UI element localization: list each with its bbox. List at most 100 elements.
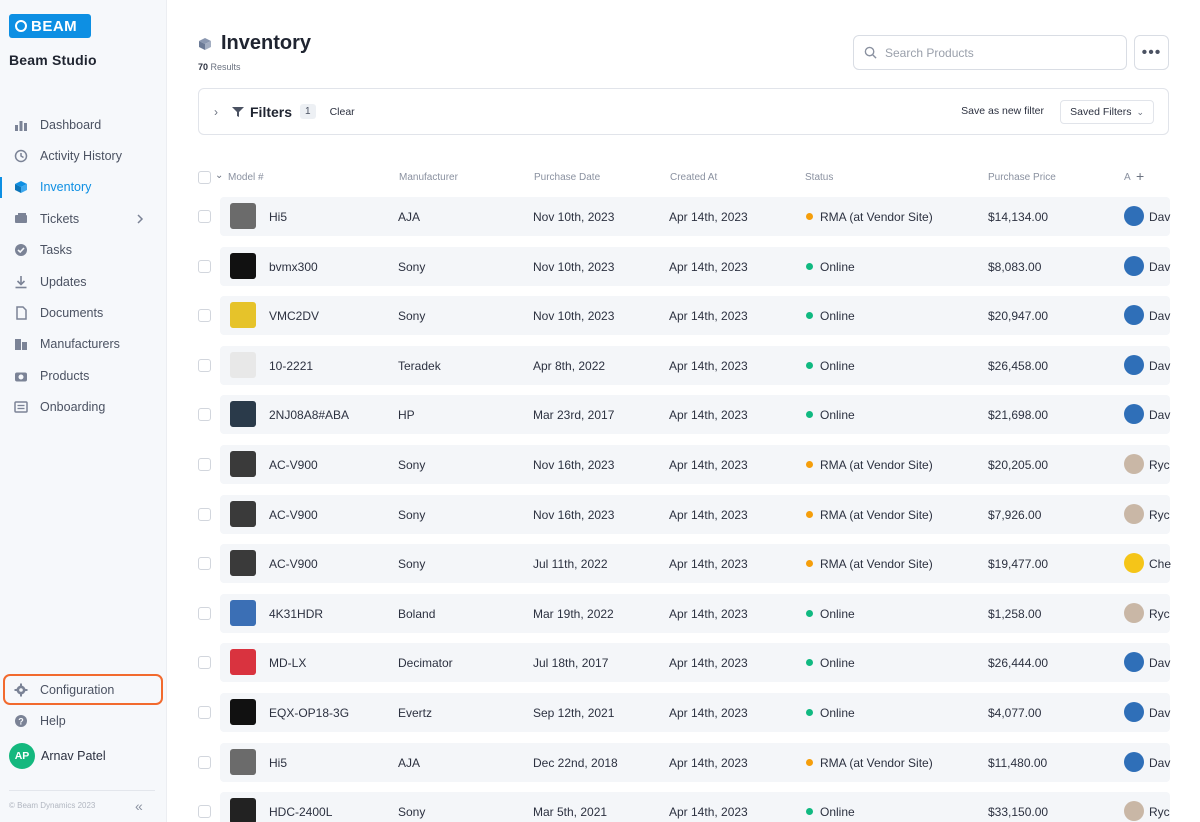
row-checkbox[interactable] <box>198 755 211 769</box>
beam-logo[interactable]: BEAM <box>9 14 91 38</box>
table-row[interactable]: 2NJ08A8#ABA HP Mar 23rd, 2017 Apr 14th, 202… <box>198 395 1200 445</box>
column-header[interactable]: Status <box>805 172 834 183</box>
chevron-right-icon <box>135 213 145 224</box>
cell-price: $4,077.00 <box>988 705 1042 720</box>
cell-assignee: Dav <box>1149 309 1171 324</box>
ticket-icon <box>14 212 28 226</box>
row-checkbox[interactable] <box>198 507 211 521</box>
sidebar-item-help[interactable]: ? Help <box>0 705 165 736</box>
column-header[interactable]: Created At <box>670 172 718 183</box>
download-icon <box>14 275 28 289</box>
user-name: Arnav Patel <box>41 749 106 763</box>
page-header: Inventory <box>198 32 311 55</box>
row-checkbox[interactable] <box>198 457 211 471</box>
column-header[interactable]: Purchase Date <box>534 172 601 183</box>
sidebar-item-label: Updates <box>40 274 87 289</box>
table-row[interactable]: EQX-OP18-3G Evertz Sep 12th, 2021 Apr 14th,… <box>198 692 1200 743</box>
row-checkbox[interactable] <box>198 805 211 819</box>
cell-status: Online <box>820 705 855 720</box>
column-header[interactable]: A <box>1124 172 1131 183</box>
sidebar-item-tickets[interactable]: Tickets <box>0 203 165 234</box>
svg-text:?: ? <box>18 716 24 726</box>
logo-icon <box>15 20 27 32</box>
cell-created-at: Apr 14th, 2023 <box>669 705 748 720</box>
cell-purchase-date: Jul 18th, 2017 <box>533 656 609 671</box>
column-header[interactable]: Manufacturer <box>399 172 458 183</box>
row-checkbox[interactable] <box>198 210 211 223</box>
cell-created-at: Apr 14th, 2023 <box>669 259 748 274</box>
table-row[interactable]: AC-V900 Sony Jul 11th, 2022 Apr 14th, 2023 R… <box>198 544 1200 594</box>
user-profile[interactable]: AP Arnav Patel <box>9 743 106 769</box>
bulk-select-chevron-icon[interactable]: ⌄ <box>215 170 224 181</box>
cell-assignee: Dav <box>1149 408 1171 423</box>
cell-assignee: Dav <box>1149 755 1171 770</box>
cell-status: Online <box>820 606 855 621</box>
filters-label[interactable]: Filters <box>250 103 293 120</box>
cell-model: AC-V900 <box>269 507 318 522</box>
clear-filters-button[interactable]: Clear <box>329 105 355 118</box>
assignee-avatar <box>1124 553 1144 574</box>
status-dot <box>806 808 813 816</box>
cell-created-at: Apr 14th, 2023 <box>669 557 748 572</box>
cell-price: $20,205.00 <box>988 457 1049 472</box>
table-row[interactable]: bvmx300 Sony Nov 10th, 2023 Apr 14th, 2023 O… <box>198 246 1200 297</box>
table-row[interactable]: 10-2221 Teradek Apr 8th, 2022 Apr 14th, 202… <box>198 345 1200 396</box>
assignee-avatar <box>1124 404 1144 425</box>
row-checkbox[interactable] <box>198 656 211 670</box>
cell-assignee: Dav <box>1149 259 1171 274</box>
row-checkbox[interactable] <box>198 408 211 422</box>
saved-filters-dropdown[interactable]: Saved Filters ⌄ <box>1060 100 1154 124</box>
row-checkbox[interactable] <box>198 557 211 571</box>
search-icon <box>864 46 877 59</box>
sidebar-item-dashboard[interactable]: Dashboard <box>0 109 165 140</box>
sidebar-item-tasks[interactable]: Tasks <box>0 235 165 266</box>
cell-status: Online <box>820 259 855 274</box>
table-row[interactable]: AC-V900 Sony Nov 16th, 2023 Apr 14th, 2023 R… <box>198 494 1200 545</box>
column-header[interactable]: Purchase Price <box>988 172 1056 183</box>
table-row[interactable]: HDC-2400L Sony Mar 5th, 2021 Apr 14th, 2023… <box>198 792 1200 822</box>
add-column-icon[interactable]: + <box>1136 168 1145 184</box>
search-box[interactable] <box>853 35 1127 70</box>
more-options-button[interactable]: ••• <box>1134 35 1169 70</box>
collapse-sidebar-icon[interactable]: « <box>135 798 143 814</box>
select-all-checkbox[interactable] <box>198 171 211 184</box>
sidebar-item-onboarding[interactable]: Onboarding <box>0 392 165 423</box>
status-dot <box>806 659 813 667</box>
table-row[interactable]: AC-V900 Sony Nov 16th, 2023 Apr 14th, 2023 R… <box>198 444 1200 495</box>
sidebar-item-configuration[interactable]: Configuration <box>0 674 165 705</box>
search-input[interactable] <box>885 45 1105 60</box>
cell-status: RMA (at Vendor Site) <box>820 755 933 770</box>
expand-filters-icon[interactable]: › <box>214 104 218 119</box>
row-checkbox[interactable] <box>198 606 211 620</box>
sidebar-item-activity-history[interactable]: Activity History <box>0 140 165 171</box>
table-row[interactable]: 4K31HDR Boland Mar 19th, 2022 Apr 14th, 202… <box>198 593 1200 644</box>
row-background <box>220 345 1170 385</box>
cell-model: 2NJ08A8#ABA <box>269 408 350 423</box>
row-checkbox[interactable] <box>198 705 211 719</box>
status-dot <box>806 361 813 369</box>
table-row[interactable]: Hi5 AJA Nov 10th, 2023 Apr 14th, 2023 RMA (a… <box>198 197 1200 247</box>
status-dot <box>806 510 813 518</box>
assignee-avatar <box>1124 503 1144 524</box>
bar-chart-icon <box>14 118 28 132</box>
cube-icon <box>14 180 28 194</box>
sidebar-item-manufacturers[interactable]: Manufacturers <box>0 329 165 360</box>
row-checkbox[interactable] <box>198 259 211 273</box>
table-row[interactable]: VMC2DV Sony Nov 10th, 2023 Apr 14th, 2023 On… <box>198 296 1200 346</box>
sidebar-item-products[interactable]: Products <box>0 360 165 391</box>
table-row[interactable]: MD-LX Decimator Jul 18th, 2017 Apr 14th, 20… <box>198 643 1200 693</box>
sidebar-item-updates[interactable]: Updates <box>0 266 165 297</box>
ellipsis-icon: ••• <box>1141 43 1162 61</box>
sidebar-item-inventory[interactable]: Inventory <box>0 172 165 203</box>
cell-created-at: Apr 14th, 2023 <box>669 755 748 770</box>
row-checkbox[interactable] <box>198 358 211 372</box>
product-thumbnail <box>230 500 256 527</box>
cell-manufacturer: HP <box>398 408 415 423</box>
save-filter-button[interactable]: Save as new filter <box>961 105 1044 117</box>
table-row[interactable]: Hi5 AJA Dec 22nd, 2018 Apr 14th, 2023 RMA (a… <box>198 742 1200 793</box>
column-header[interactable]: Model # <box>228 172 264 183</box>
sidebar-item-label: Help <box>40 713 66 728</box>
sidebar-item-documents[interactable]: Documents <box>0 297 165 328</box>
status-dot <box>806 560 813 568</box>
row-checkbox[interactable] <box>198 309 211 323</box>
